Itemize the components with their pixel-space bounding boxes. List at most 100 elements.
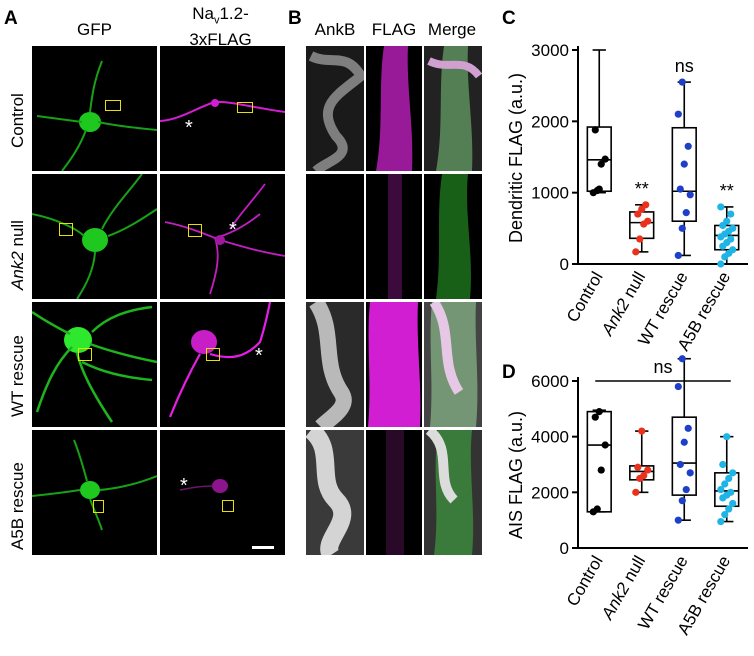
data-point (644, 217, 652, 225)
data-point (725, 474, 733, 483)
data-point (678, 224, 686, 232)
flag-ank2-null-image: * (160, 174, 285, 299)
chart-c: 0 1000 2000 3000 Dendritic FLAG (a.u.) Contro… (482, 0, 754, 354)
y-tick-label: 6000 (531, 372, 569, 391)
gfp-a5b-rescue-image (32, 430, 157, 555)
data-point (591, 126, 599, 134)
data-point (725, 505, 733, 513)
data-point (719, 460, 727, 469)
data-point (597, 160, 605, 168)
roi-box (93, 500, 104, 513)
data-point (684, 424, 692, 432)
significance-label: ** (635, 179, 649, 199)
data-point (729, 469, 737, 477)
panel-c-label: C (502, 8, 516, 29)
data-point (727, 488, 735, 496)
data-point (717, 260, 725, 268)
roi-box (105, 100, 121, 111)
data-point (729, 499, 737, 508)
y-tick-label: 2000 (531, 483, 569, 502)
y-tick-label: 3000 (531, 41, 569, 60)
data-point (632, 488, 640, 496)
data-point (727, 210, 735, 218)
ankb-column-header: AnkB (314, 20, 356, 39)
flag-control-image: * (160, 46, 285, 171)
gfp-control-image (32, 46, 157, 171)
data-point (682, 209, 690, 217)
row-label-a5b-rescue: A5B rescue (8, 462, 27, 550)
data-point (717, 203, 725, 211)
category-label-part: Control (563, 269, 607, 326)
data-point (729, 224, 737, 232)
y-tick-label: 1000 (531, 184, 569, 203)
gfp-column-header: GFP (77, 20, 112, 39)
data-point (682, 485, 690, 494)
data-point (678, 78, 686, 86)
data-point (632, 248, 640, 256)
data-point (644, 466, 652, 474)
data-point (595, 185, 603, 193)
y-tick-label: 2000 (531, 112, 569, 131)
data-point (727, 235, 735, 243)
data-point (593, 505, 601, 513)
ankb-control-image (306, 46, 364, 171)
data-point (676, 185, 684, 193)
roi-box (222, 500, 234, 512)
flag-a5b-rescue-image: * (160, 430, 285, 555)
data-point (721, 511, 729, 519)
data-point (638, 427, 646, 435)
chart-d: 0 2000 4000 6000 AIS FLAG (a.u.) Control Ank2 … (482, 355, 754, 656)
box (586, 410, 612, 513)
roi-box (78, 348, 92, 361)
data-point (591, 413, 599, 421)
panel-d-label: D (502, 362, 516, 383)
y-tick-label: 4000 (531, 428, 569, 447)
data-point (674, 251, 682, 260)
data-point (680, 160, 688, 168)
box (671, 126, 697, 222)
panel-a-label: A (4, 8, 18, 29)
data-point (601, 441, 609, 449)
box-group-2 (671, 355, 697, 524)
data-point (723, 217, 731, 225)
data-point (721, 480, 729, 488)
roi-box (206, 348, 220, 361)
box-group-3 (714, 433, 740, 526)
box-group-1 (629, 427, 655, 496)
gfp-ank2-null-image (32, 174, 157, 299)
significance-label: ns (653, 357, 672, 377)
roi-box (188, 224, 202, 237)
row-label-wt-rescue: WT rescue (8, 335, 27, 417)
flag-wt-rescue-image: * (160, 302, 285, 427)
scale-bar (252, 546, 274, 549)
flag-column-header: FLAG (371, 20, 417, 39)
data-point (684, 142, 692, 150)
box-group-3 (714, 203, 740, 268)
ankb-a5b-rescue-image (306, 430, 364, 555)
merge-ank2-null-image (424, 174, 482, 299)
flag-wt-rescue-zoom-image (366, 302, 422, 427)
y-tick-label: 0 (560, 539, 569, 558)
ankb-ank2-null-image (306, 174, 364, 299)
significance-label: ** (720, 181, 734, 201)
data-point (676, 460, 684, 469)
data-point (640, 472, 648, 480)
gfp-wt-rescue-image (32, 302, 157, 427)
category-label-part: Control (563, 553, 607, 610)
box (671, 416, 697, 496)
merge-a5b-rescue-image (424, 430, 482, 555)
ais-asterisk: * (229, 219, 237, 241)
y-axis-label: AIS FLAG (a.u.) (506, 411, 526, 539)
data-point (686, 469, 694, 477)
ais-asterisk: * (255, 345, 263, 367)
data-point (723, 433, 731, 441)
significance-label: ns (675, 56, 694, 76)
y-tick-label: 0 (560, 255, 569, 274)
data-point (678, 497, 686, 505)
data-point (601, 155, 609, 163)
box-group-1 (629, 201, 655, 256)
data-point (717, 485, 725, 494)
y-axis-label: Dendritic FLAG (a.u.) (506, 73, 526, 243)
data-point (636, 235, 644, 243)
